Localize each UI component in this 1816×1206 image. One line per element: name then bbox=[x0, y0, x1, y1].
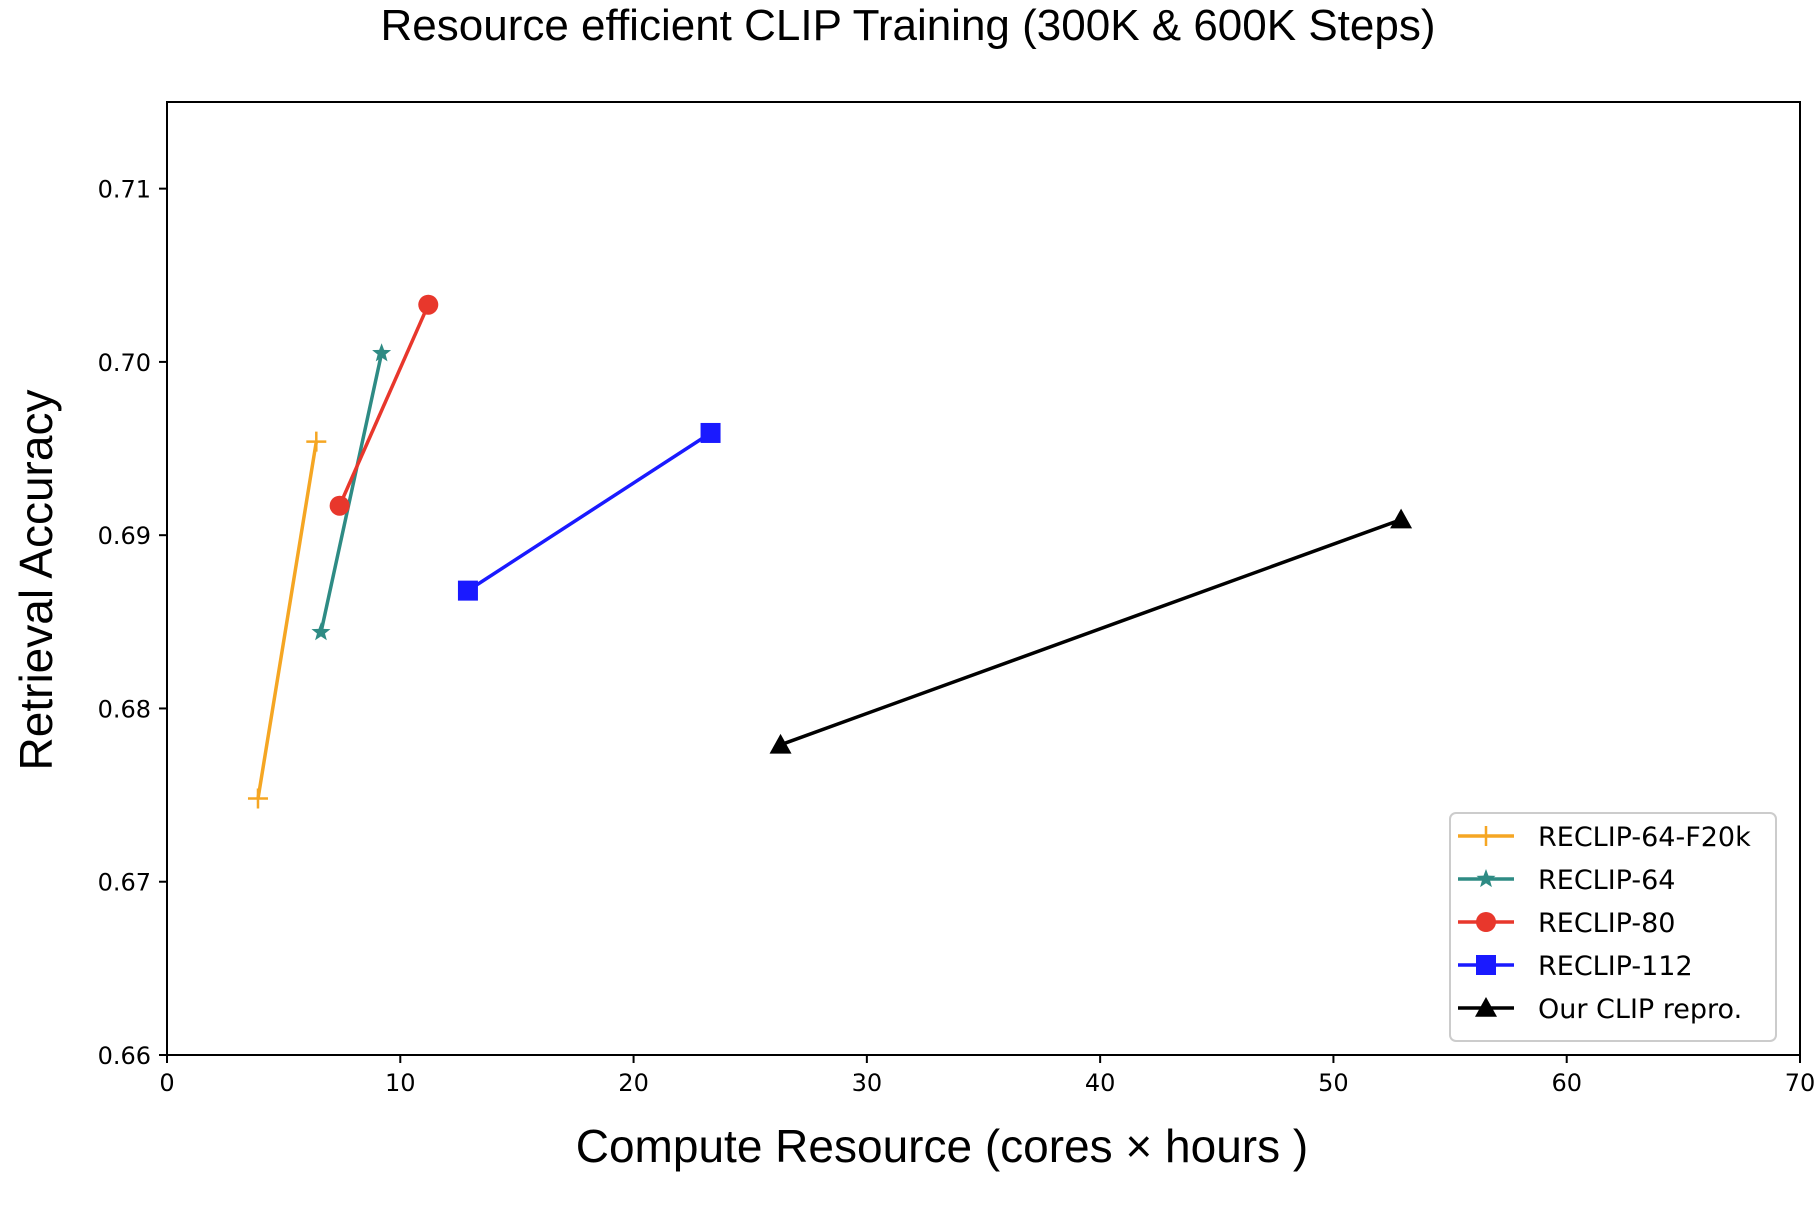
series-1 bbox=[311, 343, 392, 641]
x-axis-label: Compute Resource (cores × hours ) bbox=[576, 1120, 1308, 1172]
series-0 bbox=[247, 431, 327, 809]
legend-entry: RECLIP-112 bbox=[1458, 951, 1693, 982]
x-tick-label: 50 bbox=[1318, 1069, 1349, 1097]
series-2 bbox=[329, 294, 439, 516]
legend-label: RECLIP-64-F20k bbox=[1538, 822, 1751, 853]
x-tick-label: 70 bbox=[1785, 1069, 1816, 1097]
data-point bbox=[311, 622, 331, 641]
plot-area-frame bbox=[166, 101, 1801, 1056]
y-tick-label: 0.70 bbox=[98, 349, 151, 377]
x-tick-label: 10 bbox=[385, 1069, 416, 1097]
series-line bbox=[466, 431, 712, 593]
legend: RECLIP-64-F20k RECLIP-64 RECLIP-80 RECLIP-1… bbox=[1449, 812, 1777, 1042]
data-point bbox=[700, 422, 721, 443]
data-point bbox=[329, 495, 350, 516]
x-tick-label: 30 bbox=[852, 1069, 883, 1097]
legend-frame bbox=[1449, 812, 1777, 1042]
legend-entry: RECLIP-80 bbox=[1458, 908, 1675, 939]
data-point bbox=[247, 788, 268, 809]
legend-swatch-marker bbox=[1476, 955, 1496, 975]
legend-swatch-marker bbox=[1476, 869, 1496, 888]
legend-swatch-marker bbox=[1475, 997, 1497, 1017]
chart-title: Resource efficient CLIP Training (300K &… bbox=[381, 1, 1436, 50]
data-point bbox=[457, 580, 478, 601]
x-tick-label: 60 bbox=[1551, 1069, 1582, 1097]
legend-entry: Our CLIP repro. bbox=[1458, 994, 1742, 1025]
legend-swatch-marker bbox=[1476, 912, 1496, 932]
y-tick-label: 0.68 bbox=[98, 695, 151, 723]
legend-entry: RECLIP-64-F20k bbox=[1458, 822, 1751, 853]
y-tick-label: 0.69 bbox=[98, 522, 151, 550]
series-4 bbox=[769, 508, 1413, 754]
legend-label: RECLIP-64 bbox=[1538, 865, 1675, 896]
data-point bbox=[1390, 508, 1413, 529]
series-3 bbox=[457, 422, 721, 601]
data-point bbox=[769, 733, 792, 754]
x-axis-ticks: 0 10 20 30 40 50 60 70 bbox=[159, 1055, 1815, 1097]
x-tick-label: 0 bbox=[159, 1069, 174, 1097]
series-line bbox=[779, 517, 1402, 747]
y-tick-label: 0.67 bbox=[98, 869, 151, 897]
x-tick-label: 20 bbox=[618, 1069, 649, 1097]
data-point bbox=[306, 431, 327, 452]
legend-label: RECLIP-112 bbox=[1538, 951, 1693, 982]
y-axis-ticks: 0.66 0.67 0.68 0.69 0.70 0.71 bbox=[98, 176, 167, 1070]
legend-entry: RECLIP-64 bbox=[1458, 865, 1675, 896]
series-line bbox=[319, 352, 384, 633]
legend-label: Our CLIP repro. bbox=[1538, 994, 1742, 1025]
data-point bbox=[418, 294, 439, 315]
x-tick-label: 40 bbox=[1085, 1069, 1116, 1097]
legend-swatch-marker bbox=[1476, 826, 1496, 846]
series-line bbox=[337, 303, 430, 507]
y-axis-label: Retrieval Accuracy bbox=[10, 390, 62, 771]
legend-label: RECLIP-80 bbox=[1538, 908, 1675, 939]
data-point bbox=[372, 343, 392, 362]
y-tick-label: 0.71 bbox=[98, 176, 151, 204]
series-line bbox=[256, 441, 319, 799]
series-layer bbox=[247, 294, 1413, 809]
y-tick-label: 0.66 bbox=[98, 1042, 151, 1070]
